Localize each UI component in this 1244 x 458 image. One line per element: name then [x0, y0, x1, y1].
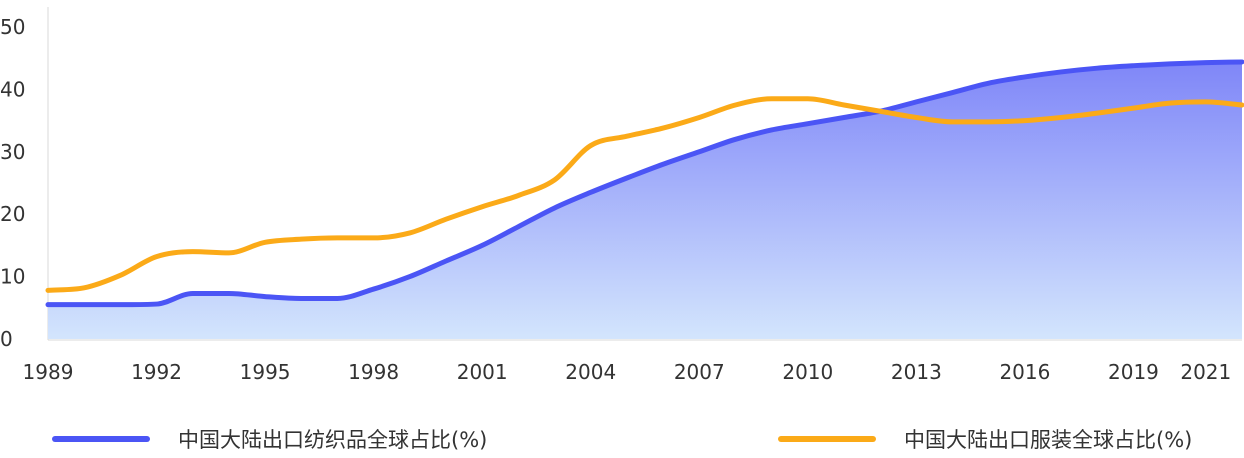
- x-tick-label: 2013: [891, 360, 942, 384]
- x-tick-label: 1995: [240, 360, 291, 384]
- y-tick-label: 50: [0, 15, 25, 39]
- x-tick-label: 2021: [1180, 360, 1231, 384]
- y-axis-ticks: 0 10 20 30 40 50: [0, 15, 25, 351]
- legend-label-textile: 中国大陆出口纺织品全球占比(%): [178, 428, 488, 452]
- x-tick-label: 1992: [131, 360, 182, 384]
- series-line-0: [45, 59, 1244, 308]
- y-tick-label: 40: [0, 77, 25, 101]
- legend-label-apparel: 中国大陆出口服装全球占比(%): [904, 428, 1193, 452]
- x-tick-label: 1998: [348, 360, 399, 384]
- x-tick-label: 2004: [565, 360, 616, 384]
- legend-item-apparel: 中国大陆出口服装全球占比(%): [778, 424, 1192, 454]
- area-layer: [48, 61, 1242, 339]
- y-tick-label: 30: [0, 140, 25, 164]
- x-tick-label: 2007: [674, 360, 725, 384]
- axes: [47, 7, 1242, 341]
- y-tick-label: 0: [0, 327, 13, 351]
- legend-swatch-textile: [52, 436, 150, 442]
- x-tick-label: 2010: [782, 360, 833, 384]
- x-tick-label: 2001: [457, 360, 508, 384]
- x-tick-label: 2016: [999, 360, 1050, 384]
- line-layer: [45, 59, 1244, 308]
- series-area-0: [48, 61, 1242, 339]
- x-tick-label: 1989: [23, 360, 74, 384]
- legend-item-textile: 中国大陆出口纺织品全球占比(%): [52, 424, 487, 454]
- x-tick-label: 2019: [1108, 360, 1159, 384]
- series-line-1: [45, 96, 1244, 293]
- y-tick-label: 20: [0, 202, 25, 226]
- legend-swatch-apparel: [778, 436, 876, 442]
- y-tick-label: 10: [0, 265, 25, 289]
- x-axis-ticks: 1989 1992 1995 1998 2001 2004 2007 2010 2013 2016…: [23, 360, 1232, 384]
